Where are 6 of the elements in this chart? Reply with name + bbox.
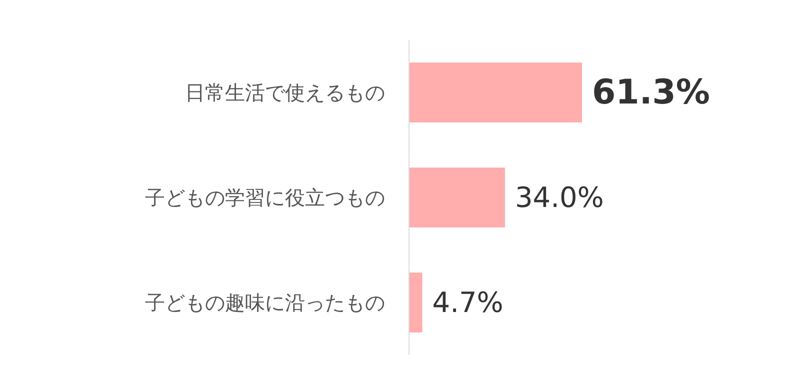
data-label: 61.3% <box>592 72 710 112</box>
y-tick-label: 子どもの趣味に沿ったもの <box>145 290 385 314</box>
y-tick-label: 日常生活で使えるもの <box>185 80 385 104</box>
y-tick-label: 子どもの学習に役立つもの <box>145 186 385 210</box>
data-label: 4.7% <box>432 286 504 319</box>
data-label: 34.0% <box>514 181 604 214</box>
